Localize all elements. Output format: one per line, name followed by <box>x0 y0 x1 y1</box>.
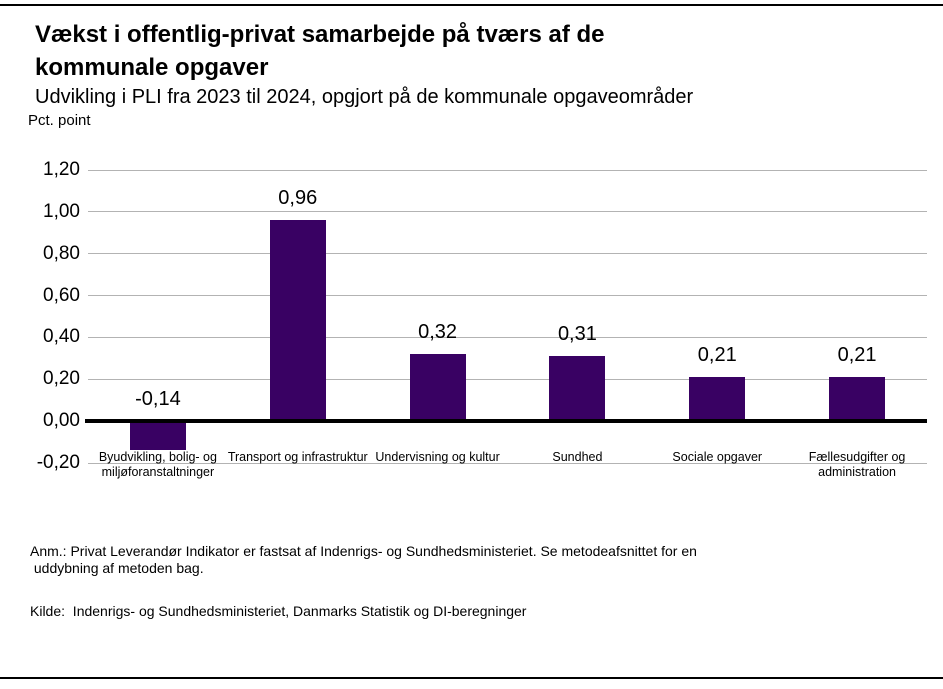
zero-axis-line <box>85 419 927 424</box>
chart-title-line-2: kommunale opgaver <box>35 54 269 81</box>
gridline <box>88 336 927 338</box>
bar <box>549 356 606 422</box>
gridline <box>88 211 927 213</box>
note-anm-line-1: Anm.: Privat Leverandør Indikator er fas… <box>30 543 697 559</box>
bar-value-label: 0,96 <box>278 187 318 210</box>
gridline <box>88 378 927 380</box>
x-axis-category-label: Transport og infrastruktur <box>227 450 368 464</box>
x-axis-category-label: Undervisning og kultur <box>375 450 500 464</box>
gridline <box>88 462 927 464</box>
chart-title-line-1: Vækst i offentlig-privat samarbejde på t… <box>35 21 605 48</box>
x-axis-category-label: Sociale opgaver <box>672 450 763 464</box>
x-axis-category-label: Sundhed <box>552 450 603 464</box>
note-anm: Anm.: Privat Leverandør Indikator er fas… <box>30 543 890 576</box>
bar <box>689 377 746 422</box>
y-axis-tick-label: 1,00 <box>43 200 80 222</box>
x-axis-category-label: Fællesudgifter og administration <box>808 450 906 479</box>
chart-header: Vækst i offentlig-privat samarbejde på t… <box>28 18 694 131</box>
y-axis-tick-label: 0,20 <box>43 368 80 390</box>
gridline <box>88 169 927 171</box>
y-axis-unit-label: Pct. point <box>28 112 91 129</box>
y-axis-tick-label: 0,00 <box>43 410 80 432</box>
top-rule <box>0 4 943 6</box>
gridline <box>88 253 927 255</box>
chart-area: 1,20 1,00 0,80 0,60 0,40 0,20 0,00 -0,20 -0,14 By… <box>36 159 927 479</box>
y-axis-tick-label: 1,20 <box>43 159 80 180</box>
y-axis-tick-label: -0,20 <box>36 452 80 473</box>
bar <box>829 377 886 422</box>
bar <box>409 354 466 422</box>
x-axis-category-label: Byudvikling, bolig- og miljøforanstaltni… <box>98 450 217 479</box>
y-axis-tick-label: 0,60 <box>43 284 80 306</box>
y-axis-tick-label: 0,40 <box>43 326 80 348</box>
bar-value-label: 0,31 <box>557 323 597 346</box>
bottom-rule <box>0 677 943 679</box>
bar-value-label: 0,32 <box>418 321 458 344</box>
bar-value-label: 0,21 <box>837 344 877 367</box>
note-anm-line-2: uddybning af metoden bag. <box>30 559 204 576</box>
bar-value-label: -0,14 <box>135 388 181 411</box>
bar <box>269 220 326 422</box>
chart-subtitle: Udvikling i PLI fra 2023 til 2024, opgjo… <box>35 86 694 108</box>
bar-value-label: 0,21 <box>697 344 737 367</box>
y-axis-tick-label: 0,80 <box>43 242 80 264</box>
bar <box>129 421 186 451</box>
note-kilde: Kilde: Indenrigs- og Sundhedsministeriet… <box>30 603 527 619</box>
gridline <box>88 295 927 297</box>
